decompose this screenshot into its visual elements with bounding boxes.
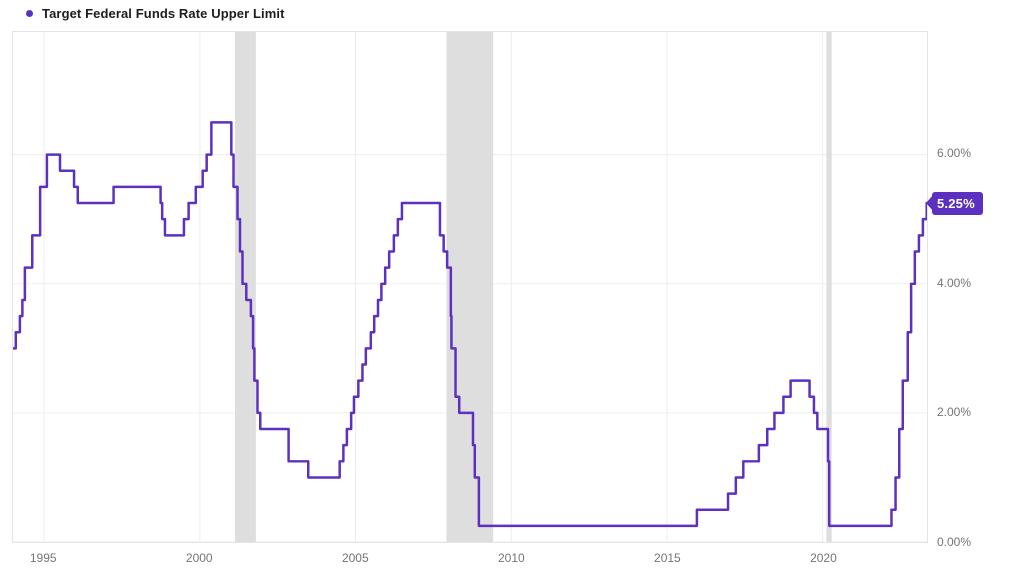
x-tick-label: 2020 [810,551,837,565]
y-tick-label: 6.00% [937,146,972,161]
legend-item-target-rate[interactable]: Target Federal Funds Rate Upper Limit [26,5,285,22]
series-line-target-rate[interactable] [13,121,927,528]
y-tick-label: 0.00% [937,535,972,549]
badge-label: 5.25% [932,191,983,215]
last-value-badge: 5.25% [926,191,983,215]
y-tick-label: 2.00% [937,405,972,420]
x-tick-label: 1995 [29,551,57,565]
legend-marker-icon [26,10,33,17]
x-tick-label: 2005 [341,551,369,565]
chart-canvas [13,32,927,542]
plot-area[interactable] [12,31,928,543]
legend-label: Target Federal Funds Rate Upper Limit [42,6,285,21]
badge-arrow-icon [926,194,934,213]
recession-band [826,32,832,542]
y-tick-label: 4.00% [937,275,972,290]
x-tick-label: 2015 [654,551,681,565]
recession-band [446,32,494,542]
x-tick-label: 2010 [497,551,525,565]
x-tick-label: 2000 [185,551,213,565]
